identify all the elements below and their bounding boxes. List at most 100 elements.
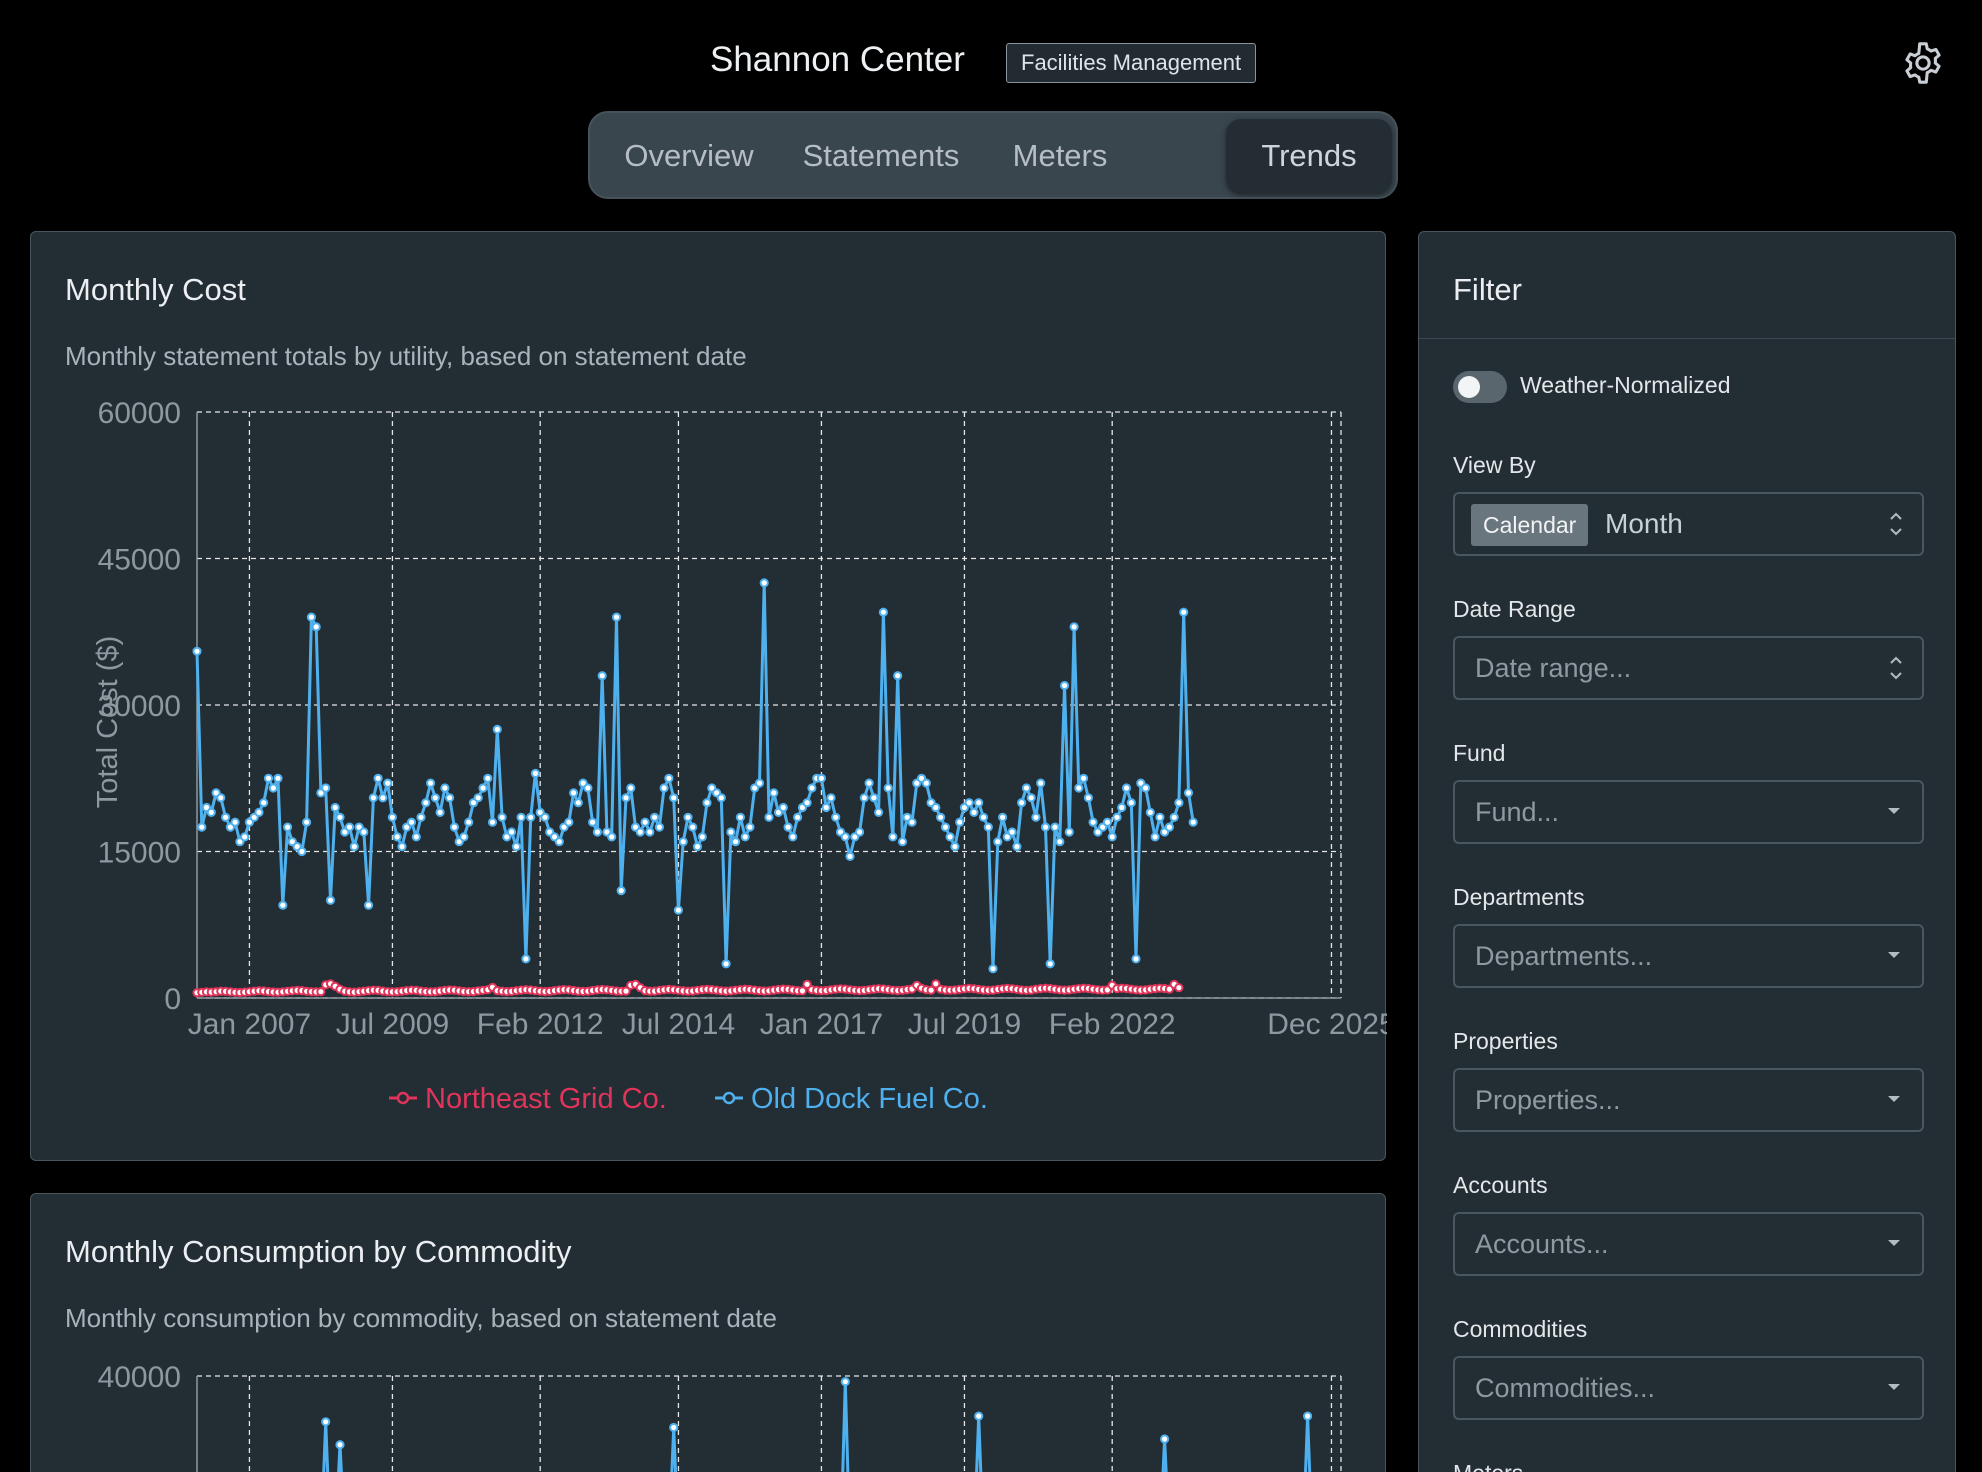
tab-statements[interactable]: Statements bbox=[802, 138, 960, 173]
data-point bbox=[969, 807, 979, 818]
data-point bbox=[1040, 822, 1051, 832]
departments-label: Departments bbox=[1453, 884, 1585, 910]
chart-series bbox=[192, 578, 1198, 998]
data-point bbox=[1112, 812, 1122, 822]
data-point bbox=[1021, 783, 1032, 793]
data-point bbox=[640, 817, 650, 827]
series-northeast bbox=[192, 979, 1184, 998]
data-point bbox=[430, 793, 440, 803]
series-line bbox=[670, 1427, 678, 1472]
accounts-select[interactable]: Accounts... bbox=[1453, 1212, 1924, 1276]
fund-select[interactable]: Fund... bbox=[1453, 780, 1924, 844]
spike bbox=[840, 1377, 850, 1472]
view-by-value: Month bbox=[1605, 508, 1683, 539]
data-point bbox=[254, 807, 264, 818]
divider bbox=[1419, 338, 1955, 339]
data-point bbox=[306, 612, 316, 622]
data-point bbox=[297, 846, 307, 857]
data-point bbox=[664, 773, 674, 783]
commodities-select[interactable]: Commodities... bbox=[1453, 1356, 1924, 1420]
data-point bbox=[1117, 802, 1127, 813]
data-point bbox=[1031, 812, 1041, 822]
data-point bbox=[974, 1411, 984, 1421]
departments-select[interactable]: Departments... bbox=[1453, 924, 1924, 988]
data-point bbox=[1141, 783, 1151, 793]
data-point bbox=[964, 798, 974, 808]
data-point bbox=[983, 822, 993, 832]
accounts-placeholder: Accounts... bbox=[1475, 1229, 1609, 1259]
data-point bbox=[321, 1417, 331, 1427]
data-point bbox=[1074, 783, 1084, 793]
data-point bbox=[1164, 822, 1175, 832]
data-point bbox=[221, 812, 231, 822]
data-point bbox=[931, 802, 941, 813]
data-point bbox=[874, 807, 884, 818]
card-title: Monthly Consumption by Commodity bbox=[65, 1234, 572, 1269]
gear-icon[interactable] bbox=[1900, 40, 1946, 86]
calendar-chip[interactable]: Calendar bbox=[1471, 504, 1589, 546]
data-point bbox=[878, 607, 889, 617]
legend-item-northeast[interactable]: Northeast Grid Co. bbox=[389, 1083, 667, 1115]
data-point bbox=[406, 817, 417, 827]
filter-title: Filter bbox=[1453, 272, 1522, 307]
view-by-select[interactable]: Calendar Month bbox=[1453, 492, 1924, 556]
data-point bbox=[473, 793, 483, 803]
departments-placeholder: Departments... bbox=[1475, 941, 1653, 971]
card-subtitle: Monthly statement totals by utility, bas… bbox=[65, 341, 747, 371]
commodities-placeholder: Commodities... bbox=[1475, 1373, 1656, 1403]
data-point bbox=[1036, 778, 1046, 788]
data-point bbox=[907, 817, 917, 827]
data-point bbox=[1102, 817, 1113, 827]
legend-label: Old Dock Fuel Co. bbox=[751, 1083, 988, 1115]
monthly-consumption-card: Monthly Consumption by Commodity Monthly… bbox=[30, 1193, 1386, 1472]
data-point bbox=[1121, 783, 1132, 793]
weather-normalized-toggle[interactable] bbox=[1453, 371, 1507, 403]
data-point bbox=[1045, 959, 1055, 969]
tab-meters[interactable]: Meters bbox=[1012, 138, 1108, 173]
series-line bbox=[1304, 1416, 1312, 1472]
date-range-select[interactable]: Date range... bbox=[1453, 636, 1924, 700]
data-point bbox=[487, 817, 498, 827]
data-point bbox=[692, 842, 703, 852]
data-point bbox=[530, 768, 540, 779]
data-point bbox=[883, 783, 893, 793]
data-point bbox=[1083, 793, 1094, 803]
data-point bbox=[1150, 832, 1160, 842]
data-point bbox=[349, 842, 359, 852]
data-point bbox=[931, 979, 941, 989]
data-point bbox=[626, 783, 636, 793]
data-point bbox=[497, 812, 507, 822]
date-range-label: Date Range bbox=[1453, 596, 1576, 622]
data-point bbox=[735, 812, 746, 822]
legend-marker-olddock-icon bbox=[722, 1091, 736, 1105]
data-point bbox=[831, 812, 841, 822]
data-point bbox=[673, 905, 684, 915]
legend-item-olddock[interactable]: Old Dock Fuel Co. bbox=[715, 1083, 988, 1115]
y-tick-label: 60000 bbox=[98, 397, 181, 430]
data-point bbox=[387, 812, 397, 822]
filter-panel: Filter Weather-Normalized View By Calend… bbox=[1418, 231, 1956, 1472]
y-tick-label: 45000 bbox=[98, 544, 181, 577]
data-point bbox=[368, 793, 378, 803]
commodities-label: Commodities bbox=[1453, 1316, 1588, 1342]
data-point bbox=[1079, 773, 1089, 783]
x-tick-label: Jan 2017 bbox=[760, 1008, 883, 1041]
data-point bbox=[731, 837, 741, 847]
chart-legend[interactable]: Northeast Grid Co. Old Dock Fuel Co. bbox=[389, 1083, 988, 1115]
data-point bbox=[797, 986, 808, 996]
monthly-consumption-chart: 40000 bbox=[98, 1361, 1342, 1472]
tab-trends[interactable]: Trends bbox=[1226, 119, 1392, 193]
card-subtitle: Monthly consumption by commodity, based … bbox=[65, 1303, 778, 1333]
data-point bbox=[330, 802, 340, 813]
data-point bbox=[802, 798, 812, 808]
data-point bbox=[821, 802, 831, 813]
data-point bbox=[940, 822, 951, 832]
spike bbox=[335, 1440, 345, 1472]
data-point bbox=[1007, 827, 1017, 837]
data-point bbox=[945, 832, 955, 842]
tab-overview[interactable]: Overview bbox=[624, 138, 754, 173]
data-point bbox=[869, 793, 879, 803]
chart-grid: 40000 bbox=[98, 1361, 1342, 1472]
properties-select[interactable]: Properties... bbox=[1453, 1068, 1924, 1132]
updown-chevron-icon bbox=[1890, 656, 1902, 680]
